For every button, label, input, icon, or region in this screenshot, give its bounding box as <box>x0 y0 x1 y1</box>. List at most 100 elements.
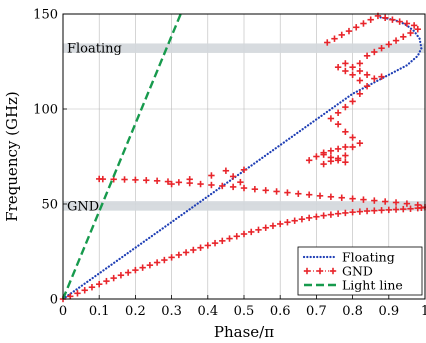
gnd-point-15 <box>168 254 175 261</box>
gnd-point-52 <box>414 201 421 209</box>
x-tick-label-0: 0 <box>59 304 67 319</box>
gnd-point-32 <box>291 217 298 224</box>
gnd-point-103 <box>342 152 349 159</box>
gnd-point-59 <box>338 194 345 201</box>
legend-gnd-marker-0 <box>303 267 311 275</box>
gnd-point-42 <box>363 207 371 215</box>
gnd-point-54 <box>392 199 400 206</box>
gnd-point-13 <box>153 259 161 266</box>
x-tick-label-10: 1 <box>421 304 426 319</box>
gnd-point-55 <box>381 198 389 205</box>
gnd-point-120 <box>363 52 371 59</box>
gnd-point-19 <box>197 244 204 251</box>
gnd-point-61 <box>316 192 324 200</box>
gnd-point-140 <box>324 39 331 46</box>
gnd-point-6 <box>103 277 110 285</box>
gnd-point-146 <box>342 60 349 67</box>
gnd-point-23 <box>226 235 233 242</box>
gnd-point-8 <box>117 272 125 279</box>
y-tick-label-0: 0 <box>50 293 58 308</box>
gnd-point-12 <box>146 261 154 269</box>
gnd-point-91 <box>313 153 320 160</box>
gnd-point-116 <box>349 71 356 78</box>
gnd-point-10 <box>132 266 139 274</box>
gnd-point-110 <box>334 109 342 116</box>
y-tick-label-1: 50 <box>41 198 58 213</box>
gnd-point-70 <box>219 182 226 190</box>
gnd-point-47 <box>400 205 407 213</box>
gnd-point-115 <box>356 77 364 84</box>
gnd-point-43 <box>371 207 378 214</box>
series-light-line <box>61 13 182 300</box>
gnd-point-46 <box>392 206 400 213</box>
gnd-point-131 <box>389 16 396 23</box>
gnd-point-80 <box>110 176 117 183</box>
gnd-point-128 <box>410 22 418 29</box>
gnd-point-111 <box>342 103 349 111</box>
gnd-point-26 <box>248 228 255 236</box>
gnd-point-58 <box>349 195 356 202</box>
gnd-point-45 <box>385 206 392 214</box>
gnd-point-28 <box>262 224 269 231</box>
gnd-point-5 <box>96 280 103 288</box>
gnd-point-144 <box>356 67 364 75</box>
gnd-point-68 <box>240 184 248 192</box>
gnd-point-40 <box>349 208 356 216</box>
gnd-point-121 <box>371 48 378 56</box>
gnd-point-20 <box>204 242 211 249</box>
gnd-point-39 <box>342 209 349 217</box>
gnd-point-57 <box>360 196 367 203</box>
gnd-point-67 <box>251 185 259 193</box>
gnd-point-17 <box>182 249 190 256</box>
gnd-point-107 <box>342 128 349 135</box>
gnd-point-127 <box>414 26 421 33</box>
gnd-point-101 <box>327 158 335 165</box>
gnd-point-99 <box>342 159 349 166</box>
gnd-point-16 <box>175 251 183 259</box>
gnd-point-36 <box>320 212 327 219</box>
y-axis-label: Frequency (GHz) <box>3 91 21 222</box>
legend-label-light-line: Light line <box>342 277 403 292</box>
x-tick-label-3: 0.3 <box>161 304 182 319</box>
x-tick-label-2: 0.2 <box>125 304 146 319</box>
y-tick-label-2: 100 <box>33 103 58 118</box>
x-tick-label-7: 0.7 <box>306 304 327 319</box>
gnd-point-122 <box>378 45 385 52</box>
series-floating-line <box>61 15 423 301</box>
gnd-point-108 <box>334 121 342 128</box>
gnd-point-76 <box>153 177 161 185</box>
gnd-point-7 <box>110 274 117 282</box>
gnd-point-35 <box>313 213 320 220</box>
legend-label-gnd: GND <box>342 263 373 278</box>
gnd-point-124 <box>392 37 400 44</box>
gnd-point-139 <box>331 35 338 42</box>
gnd-point-94 <box>334 145 342 153</box>
gnd-point-48 <box>407 205 414 212</box>
gnd-point-37 <box>327 211 335 218</box>
gnd-point-142 <box>371 75 378 82</box>
gnd-point-104 <box>349 143 356 151</box>
gnd-point-86 <box>222 167 230 174</box>
gnd-point-64 <box>284 189 291 196</box>
gnd-point-11 <box>139 264 146 271</box>
gnd-point-119 <box>356 60 364 67</box>
gnd-point-83 <box>168 180 175 188</box>
gnd-point-82 <box>96 175 103 183</box>
x-axis-ticks: 0 0.1 0.2 0.3 0.4 0.5 0.6 0.7 0.8 0.9 1 <box>59 295 426 319</box>
gnd-point-74 <box>175 179 183 186</box>
band-gnd <box>63 201 425 211</box>
x-tick-label-6: 0.6 <box>270 304 291 319</box>
gnd-point-109 <box>327 115 335 122</box>
legend-gnd-marker-1 <box>316 267 324 275</box>
gnd-point-9 <box>124 269 132 276</box>
legend-gnd-marker-2 <box>329 267 337 275</box>
gnd-point-123 <box>385 41 392 48</box>
gnd-point-75 <box>164 178 172 185</box>
gnd-point-132 <box>381 14 389 21</box>
band-floating <box>63 43 425 53</box>
gnd-point-125 <box>400 33 407 40</box>
gnd-point-84 <box>186 176 193 183</box>
gnd-point-134 <box>367 16 374 23</box>
gnd-point-72 <box>197 180 204 188</box>
